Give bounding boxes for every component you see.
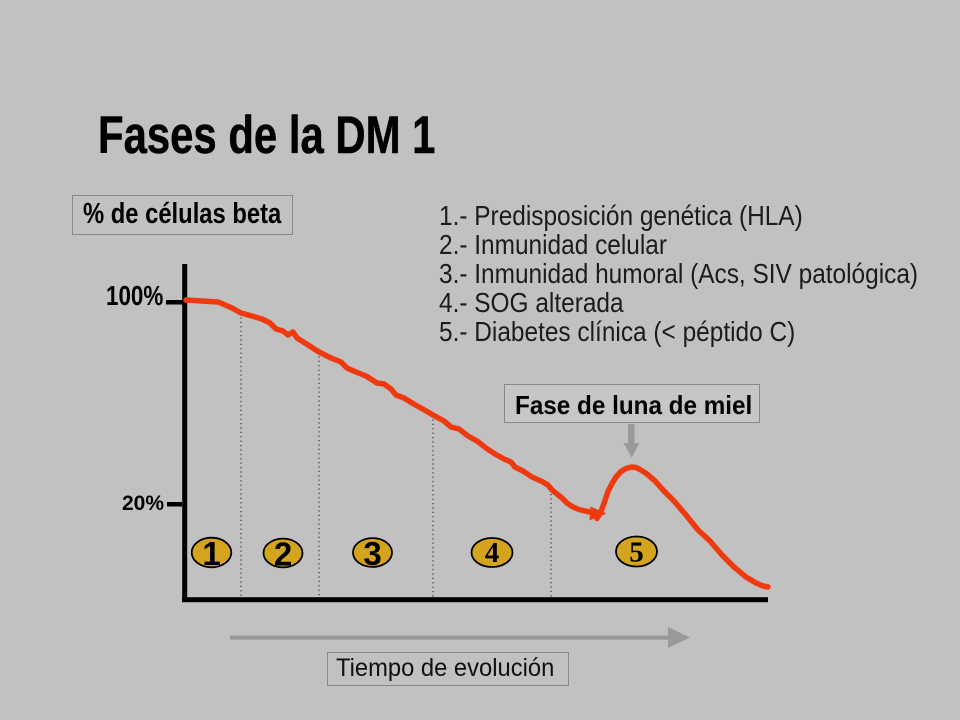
svg-text:1: 1 <box>202 535 220 572</box>
svg-text:5: 5 <box>629 537 644 569</box>
svg-text:4: 4 <box>485 537 500 569</box>
svg-text:2: 2 <box>274 536 292 573</box>
svg-text:3: 3 <box>363 535 381 572</box>
